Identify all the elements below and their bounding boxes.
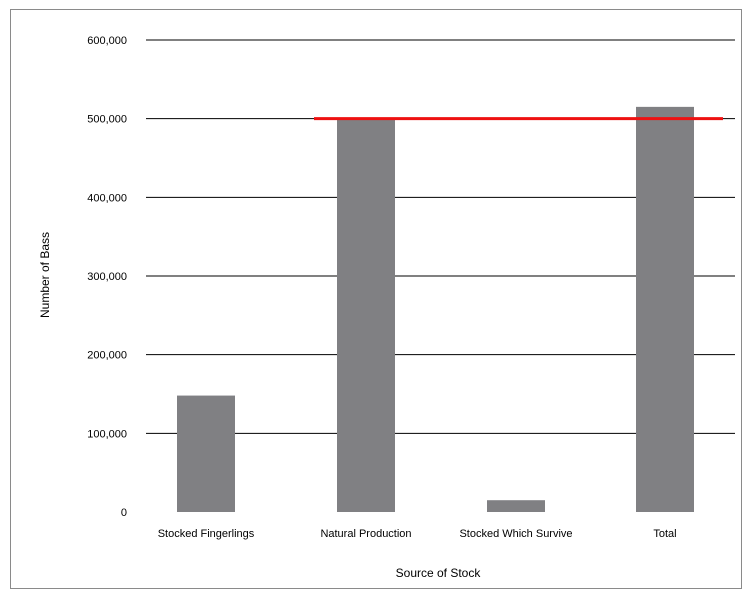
y-tick-label: 100,000 [87, 428, 127, 440]
y-tick-label: 400,000 [87, 192, 127, 204]
bar [487, 500, 545, 512]
bar [177, 395, 235, 512]
x-tick-labels: Stocked Fingerlings Natural Production Sto… [158, 528, 677, 540]
x-tick-label: Stocked Fingerlings [158, 528, 255, 540]
y-tick-labels: 0 100,000 200,000 300,000 400,000 500,000 600,… [87, 35, 127, 519]
y-tick-label: 0 [121, 507, 127, 519]
x-tick-label: Total [653, 528, 676, 540]
bar [636, 106, 694, 512]
x-tick-label: Natural Production [320, 528, 411, 540]
y-tick-label: 500,000 [87, 114, 127, 126]
y-tick-label: 300,000 [87, 271, 127, 283]
y-axis-title: Number of Bass [38, 232, 52, 318]
bar [337, 118, 395, 513]
x-tick-label: Stocked Which Survive [459, 528, 572, 540]
y-tick-label: 600,000 [87, 35, 127, 47]
bars [177, 106, 694, 513]
y-tick-label: 200,000 [87, 350, 127, 362]
x-axis-title: Source of Stock [396, 566, 482, 580]
